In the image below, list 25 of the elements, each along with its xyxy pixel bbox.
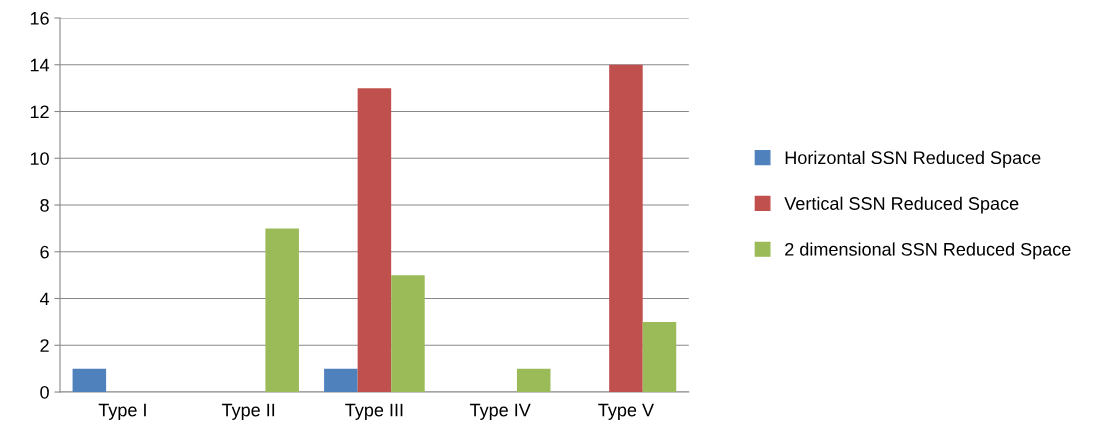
x-tick-label: Type III bbox=[345, 403, 403, 420]
x-tick-label: Type I bbox=[98, 403, 146, 420]
y-tick-label: 8 bbox=[40, 198, 49, 212]
x-tick-label: Type V bbox=[598, 403, 654, 420]
y-tick-label: 2 bbox=[40, 339, 49, 352]
bar bbox=[324, 368, 358, 393]
y-tick-label: 14 bbox=[30, 58, 50, 72]
bar bbox=[72, 368, 107, 393]
bar bbox=[642, 321, 677, 393]
y-tick-label: 4 bbox=[39, 292, 50, 306]
bar bbox=[357, 88, 392, 393]
y-tick-label: 16 bbox=[30, 11, 49, 25]
bar bbox=[516, 368, 551, 393]
x-tick-label: Type II bbox=[221, 403, 275, 420]
y-tick-label: 0 bbox=[40, 385, 49, 399]
y-tick-label: 12 bbox=[30, 105, 49, 119]
bar bbox=[609, 64, 643, 393]
x-tick-label: Type IV bbox=[469, 403, 531, 420]
legend-label: Vertical SSN Reduced Space bbox=[784, 196, 1019, 214]
legend-label: Horizontal SSN Reduced Space bbox=[785, 150, 1041, 168]
bar bbox=[265, 228, 299, 393]
y-tick-label: 6 bbox=[40, 245, 49, 259]
bar bbox=[391, 275, 425, 393]
legend-label: 2 dimensional SSN Reduced Space bbox=[785, 242, 1071, 260]
y-tick-label: 10 bbox=[30, 152, 49, 165]
